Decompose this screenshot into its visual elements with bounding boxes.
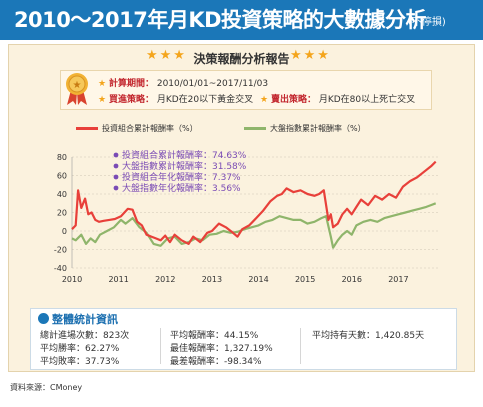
legend-swatch-portfolio bbox=[76, 127, 98, 130]
x-tick-label: 2013 bbox=[202, 275, 222, 284]
annotation-text: 投資組合年化報酬率：7.37% bbox=[122, 171, 241, 183]
star-icon: ★ bbox=[98, 95, 107, 105]
stats-box bbox=[30, 308, 457, 370]
stat-avg-hold-days: 平均持有天數：1,420.85天 bbox=[312, 331, 425, 341]
strategy-info-box bbox=[60, 70, 432, 110]
y-tick-label: -20 bbox=[54, 246, 67, 255]
series-line-market bbox=[71, 202, 437, 249]
legend-portfolio: 投資組合累計報酬率（%） bbox=[76, 123, 198, 134]
legend-label-market: 大盤指數累計報酬率（%） bbox=[270, 124, 366, 133]
sell-line: ★ 賣出策略： 月KD在80以上死亡交叉 bbox=[260, 92, 415, 105]
medal-icon: ★ bbox=[66, 73, 88, 105]
annotation-text: 大盤指數年化報酬率：3.56% bbox=[122, 182, 241, 194]
source-note: 資料來源：CMoney bbox=[10, 383, 83, 392]
star-icon: ★ bbox=[260, 95, 269, 105]
title-bar bbox=[0, 0, 483, 40]
annotation-bullet-icon bbox=[113, 163, 119, 169]
stat-avg-return: 平均報酬率：44.15% bbox=[170, 331, 259, 341]
x-tick-label: 2011 bbox=[108, 275, 128, 284]
buy-line: ★ 買進策略： 月KD在20以下黃金交叉 bbox=[98, 92, 253, 105]
annotation-bullet-icon bbox=[113, 174, 119, 180]
annotation-bullet-icon bbox=[113, 152, 119, 158]
report-title: 決策報酬分析報告 bbox=[193, 52, 290, 66]
sell-value: 月KD在80以上死亡交叉 bbox=[318, 95, 416, 105]
legend-swatch-market bbox=[244, 127, 266, 130]
sell-label: 賣出策略： bbox=[270, 95, 316, 105]
stats-title: 整體統計資訊 bbox=[38, 311, 118, 327]
stars-left-icon: ★★★ bbox=[146, 48, 187, 63]
y-tick-label: -40 bbox=[54, 264, 67, 273]
period-line: ★ 計算期間： 2010/01/01~2017/11/03 bbox=[98, 76, 268, 89]
annotation-text: 大盤指數累計報酬率：31.58% bbox=[122, 160, 247, 172]
x-tick-label: 2012 bbox=[155, 275, 175, 284]
x-tick-label: 2015 bbox=[295, 275, 315, 284]
series-line-portfolio bbox=[71, 160, 437, 245]
buy-value: 月KD在20以下黃金交叉 bbox=[156, 95, 254, 105]
x-tick-label: 2014 bbox=[248, 275, 268, 284]
period-label: 計算期間： bbox=[108, 79, 154, 89]
x-tick-label: 2017 bbox=[388, 275, 408, 284]
y-tick-label: 20 bbox=[57, 209, 67, 218]
stat-loss-rate: 平均敗率：37.73% bbox=[40, 357, 120, 367]
period-value: 2010/01/01~2017/11/03 bbox=[156, 79, 269, 89]
y-tick-label: 80 bbox=[57, 153, 67, 162]
y-tick-label: 0 bbox=[62, 227, 67, 236]
stars-right-icon: ★★★ bbox=[290, 48, 331, 63]
annotation-bullet-icon bbox=[113, 185, 119, 191]
stats-title-text: 整體統計資訊 bbox=[52, 313, 118, 326]
legend-market: 大盤指數累計報酬率（%） bbox=[244, 123, 366, 134]
y-tick-label: 40 bbox=[57, 190, 67, 199]
y-tick-label: 60 bbox=[57, 172, 67, 181]
legend-label-portfolio: 投資組合累計報酬率（%） bbox=[102, 124, 198, 133]
annotation-text: 投資組合累計報酬率：74.63% bbox=[122, 149, 247, 161]
stats-divider bbox=[160, 328, 161, 364]
info-icon bbox=[38, 313, 49, 324]
stat-win-rate: 平均勝率：62.27% bbox=[40, 344, 120, 354]
star-icon: ★ bbox=[98, 79, 107, 89]
svg-text:★: ★ bbox=[73, 80, 82, 91]
stat-total-entries: 總計進場次數：823次 bbox=[40, 331, 130, 341]
x-tick-label: 2010 bbox=[62, 275, 82, 284]
title-note: (不停損) bbox=[408, 17, 446, 28]
x-tick-label: 2016 bbox=[342, 275, 362, 284]
stats-divider bbox=[300, 328, 301, 364]
stat-worst-return: 最差報酬率：-98.34% bbox=[170, 357, 262, 367]
stat-best-return: 最佳報酬率：1,327.19% bbox=[170, 344, 273, 354]
buy-label: 買進策略： bbox=[108, 95, 154, 105]
page-title: 2010～2017年月KD投資策略的大數據分析 bbox=[13, 8, 427, 32]
